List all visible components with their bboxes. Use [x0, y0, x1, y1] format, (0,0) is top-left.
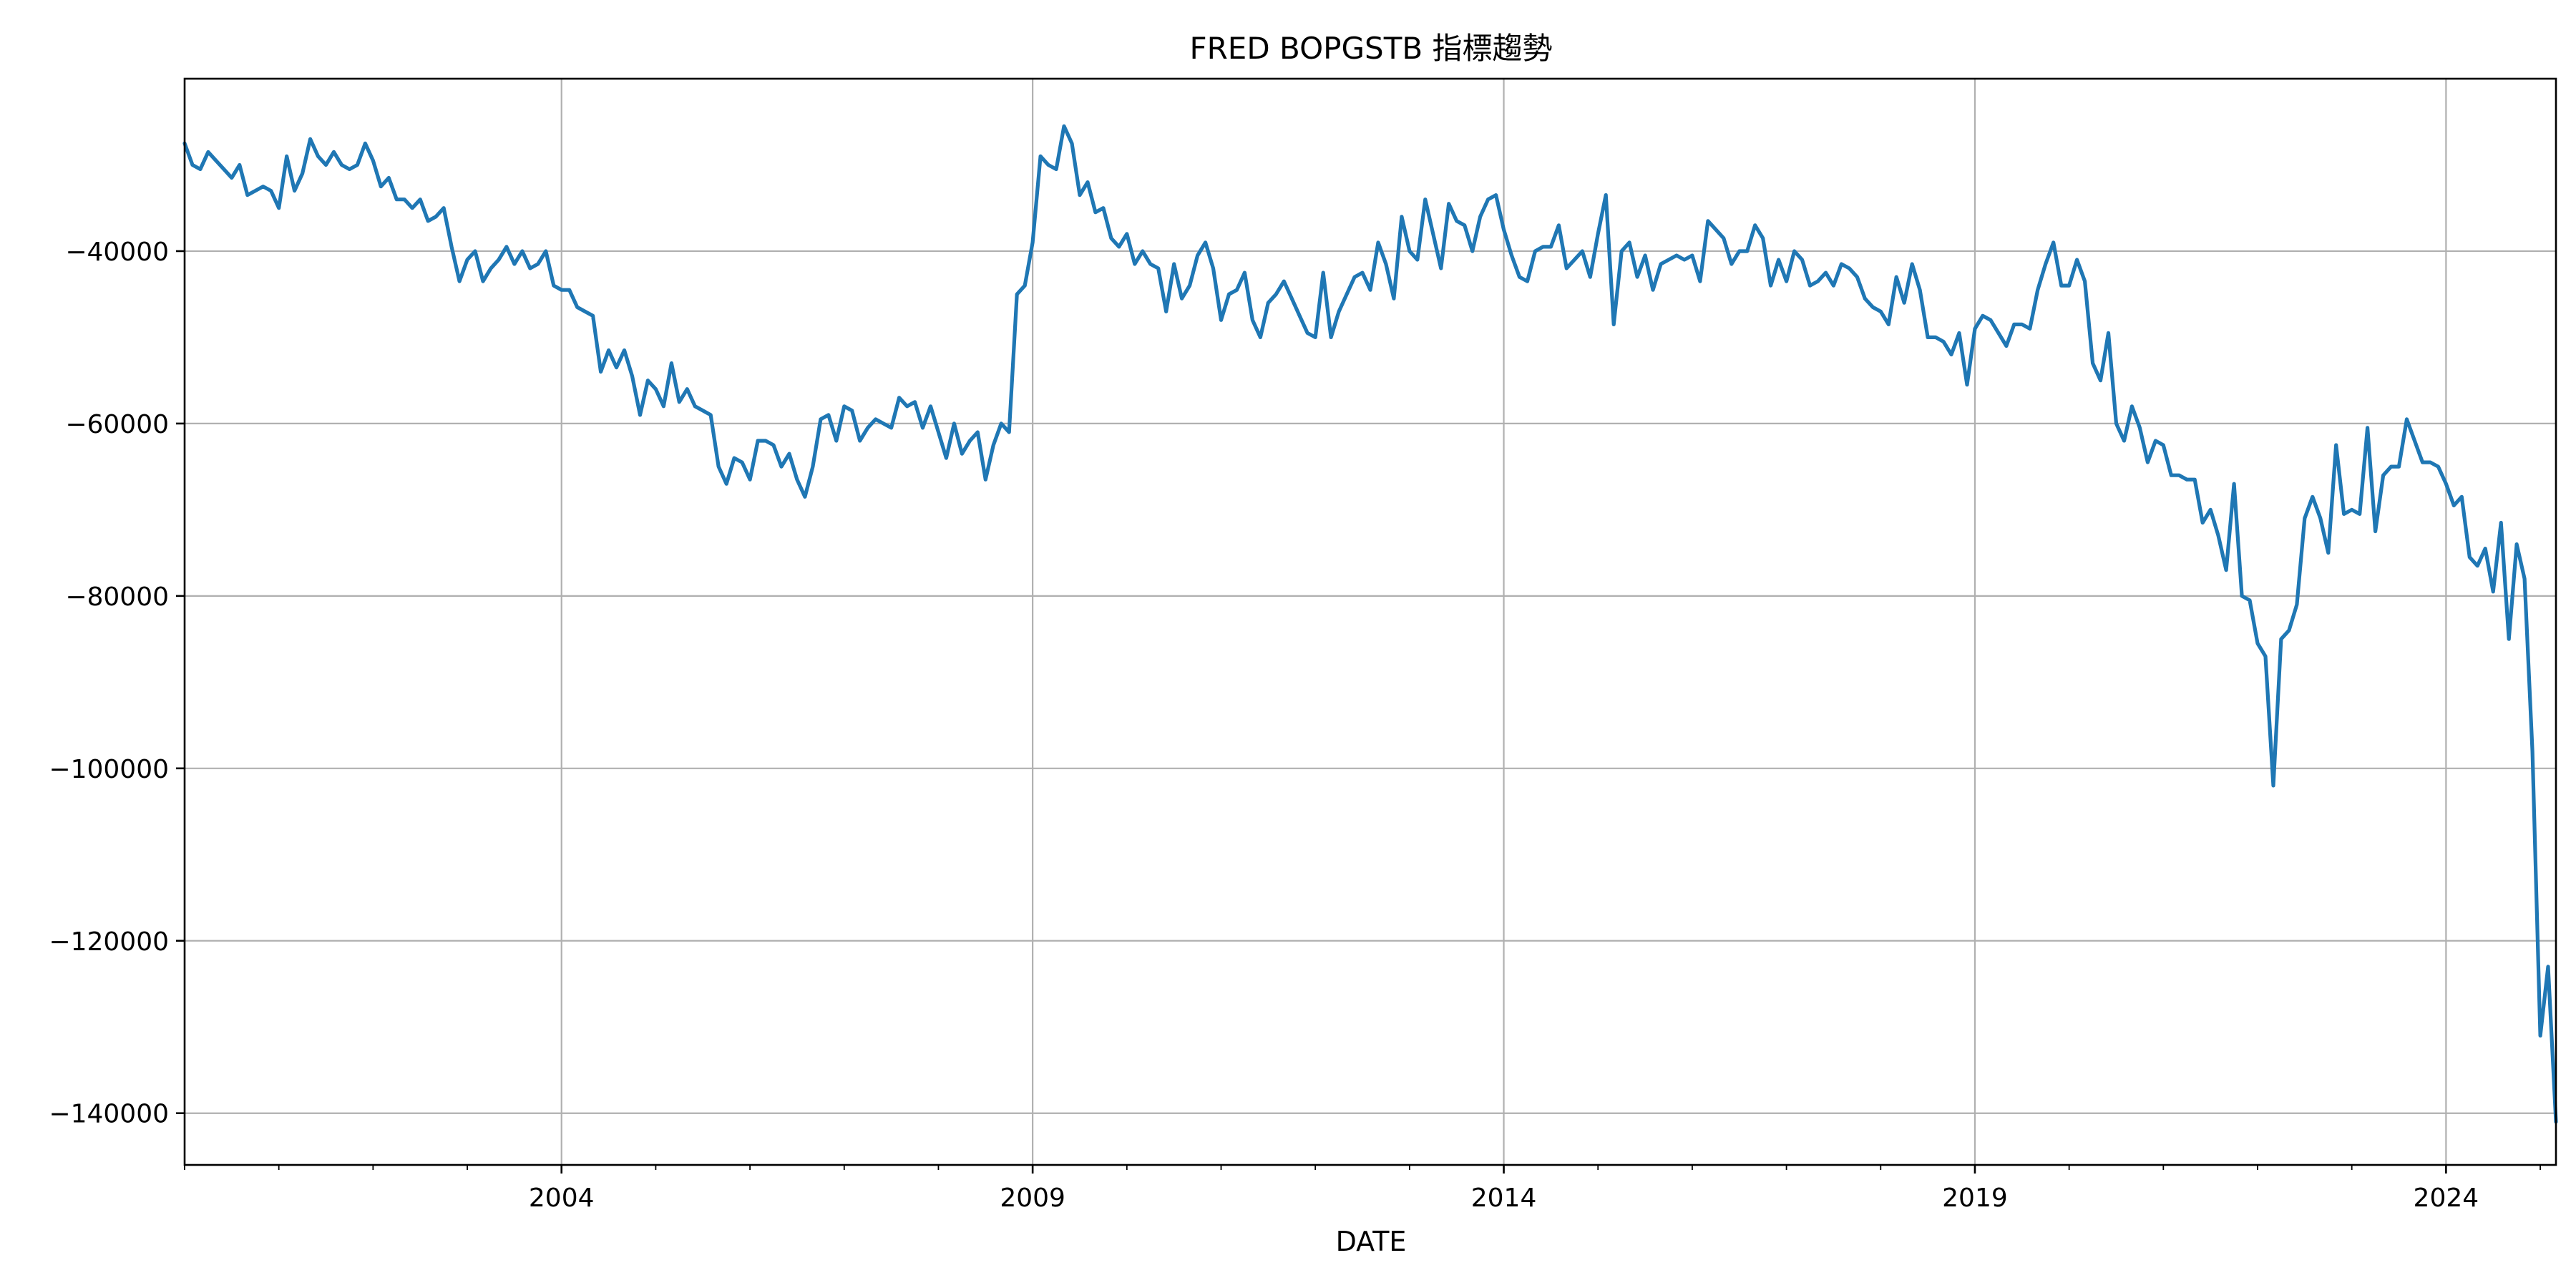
x-tick-label: 2009 — [1000, 1184, 1065, 1213]
y-tick-label: −100000 — [49, 755, 169, 784]
y-tick-label: −80000 — [65, 582, 169, 612]
y-axis: −40000 −60000 −80000 −100000 −120000 −140000 — [49, 238, 185, 1129]
series-layer — [182, 124, 2558, 1124]
plot-frame — [183, 77, 2557, 1166]
grid — [185, 79, 2556, 1165]
x-axis-label: DATE — [1336, 1226, 1407, 1257]
y-tick-label: −120000 — [49, 927, 169, 957]
y-tick-label: −60000 — [65, 410, 169, 439]
x-tick-label: 2019 — [1942, 1184, 2008, 1213]
x-axis: 2004 2009 2014 2019 2024 — [184, 1165, 2541, 1213]
x-tick-label: 2024 — [2414, 1184, 2479, 1213]
series-line — [182, 124, 2558, 1124]
y-tick-label: −140000 — [49, 1100, 169, 1129]
y-tick-label: −40000 — [65, 238, 169, 267]
x-tick-label: 2014 — [1471, 1184, 1537, 1213]
chart-title: FRED BOPGSTB 指標趨勢 — [1189, 31, 1552, 66]
x-tick-label: 2004 — [529, 1184, 595, 1213]
